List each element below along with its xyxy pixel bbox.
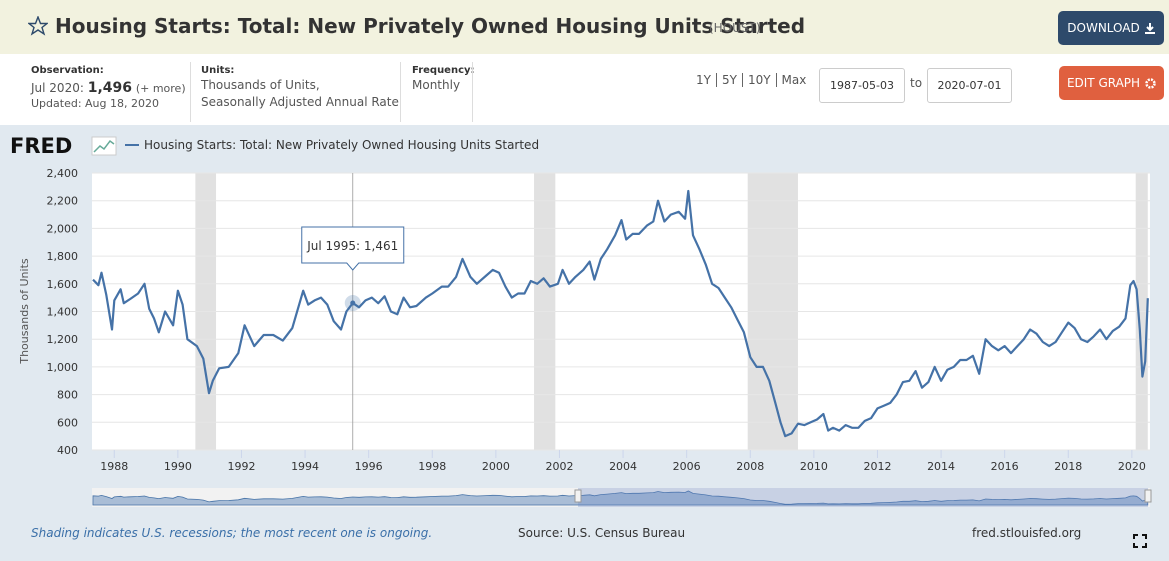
gear-icon	[1145, 77, 1156, 89]
x-tick-label: 1996	[355, 460, 383, 473]
units-line: Thousands of Units,	[201, 78, 320, 92]
updated: Updated: Aug 18, 2020	[31, 97, 159, 110]
observation-date: Jul 2020:	[31, 81, 84, 95]
legend-label[interactable]: Housing Starts: Total: New Privately Own…	[144, 138, 539, 152]
units-label: Units:	[201, 65, 235, 76]
x-tick-label: 2010	[800, 460, 828, 473]
y-tick-label: 1,600	[47, 278, 79, 291]
y-tick-label: 600	[57, 416, 78, 429]
tooltip-text: Jul 1995: 1,461	[306, 239, 398, 253]
y-axis-label: Thousands of Units	[18, 258, 31, 365]
range-button[interactable]: Max	[775, 73, 812, 87]
x-tick-label: 1998	[418, 460, 446, 473]
edit-graph-label: EDIT GRAPH	[1066, 76, 1141, 90]
series-title: Housing Starts: Total: New Privately Own…	[55, 14, 806, 38]
tooltip-frame	[301, 226, 405, 271]
y-tick-label: 1,000	[47, 361, 79, 374]
x-tick-label: 1988	[100, 460, 128, 473]
x-tick-label: 2020	[1118, 460, 1146, 473]
separator	[400, 62, 401, 122]
y-tick-label: 400	[57, 444, 78, 457]
logo-icon	[91, 136, 117, 156]
navigator-area	[92, 490, 1149, 506]
x-tick-label: 2016	[991, 460, 1019, 473]
to-label: to	[910, 76, 923, 90]
edit-graph-button[interactable]: EDIT GRAPH	[1059, 66, 1164, 100]
y-tick-label: 800	[57, 389, 78, 402]
series-line	[92, 189, 1149, 438]
more-link[interactable]: (+ more)	[135, 82, 186, 95]
x-tick-label: 2006	[673, 460, 701, 473]
separator	[472, 62, 473, 122]
x-tick-label: 2002	[545, 460, 573, 473]
x-tick-label: 2004	[609, 460, 637, 473]
tooltip: Jul 1995: 1,461	[301, 226, 405, 271]
fred-logo: FRED	[10, 134, 72, 158]
source: Source: U.S. Census Bureau	[518, 526, 685, 540]
title-bar	[0, 0, 1169, 54]
tooltip-date: Jul 1995:	[306, 239, 360, 253]
units-line: Seasonally Adjusted Annual Rate	[201, 95, 399, 109]
y-tick-label: 2,200	[47, 195, 79, 208]
series-code: (HOUST)	[709, 21, 761, 35]
frequency-label: Frequency:	[412, 65, 475, 76]
end-date-input[interactable]: 2020-07-01	[927, 68, 1012, 103]
x-tick-label: 1994	[291, 460, 319, 473]
x-tick-label: 2014	[927, 460, 955, 473]
x-tick-label: 2012	[863, 460, 891, 473]
fullscreen-icon[interactable]	[1133, 534, 1147, 548]
x-tick-label: 1990	[164, 460, 192, 473]
star-icon[interactable]	[28, 16, 48, 36]
site: fred.stlouisfed.org	[972, 526, 1081, 540]
range-button[interactable]: 1Y	[696, 73, 711, 87]
hover-dot	[350, 300, 356, 306]
navigator-handle[interactable]	[1144, 489, 1152, 503]
y-tick-label: 1,200	[47, 333, 79, 346]
observation-label: Observation:	[31, 65, 104, 76]
download-button[interactable]: DOWNLOAD	[1058, 11, 1164, 45]
chart: FRED Housing Starts: Total: New Privatel…	[0, 125, 1169, 561]
tooltip-value: 1,461	[364, 239, 398, 253]
separator	[190, 62, 191, 122]
y-tick-label: 1,400	[47, 306, 79, 319]
download-icon	[1144, 22, 1155, 34]
recession-note: Shading indicates U.S. recessions; the m…	[31, 526, 432, 540]
x-tick-label: 1992	[227, 460, 255, 473]
observation-value: 1,496	[87, 80, 132, 96]
x-tick-label: 2000	[482, 460, 510, 473]
x-tick-label: 2008	[736, 460, 764, 473]
download-label: DOWNLOAD	[1067, 21, 1140, 35]
y-tick-label: 2,000	[47, 222, 79, 235]
range-button[interactable]: 5Y	[715, 73, 742, 87]
navigator-handle[interactable]	[574, 489, 582, 503]
navigator-selection	[578, 488, 1148, 507]
start-date-input[interactable]: 1987-05-03	[819, 68, 905, 103]
x-tick-label: 2018	[1054, 460, 1082, 473]
range-button[interactable]: 10Y	[741, 73, 776, 87]
y-tick-label: 1,800	[47, 250, 79, 263]
frequency: Monthly	[412, 78, 461, 92]
range-buttons: 1Y 5Y 10Y Max	[691, 73, 812, 87]
y-tick-label: 2,400	[47, 167, 79, 180]
